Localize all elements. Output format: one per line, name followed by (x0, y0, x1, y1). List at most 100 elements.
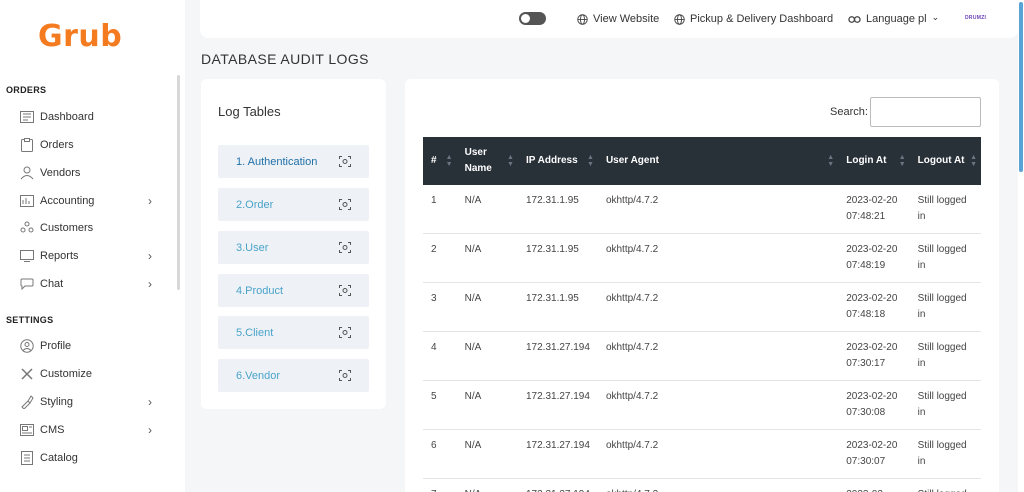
cell-user-name: N/A (456, 185, 518, 234)
cell-number: 4 (423, 331, 457, 381)
sidebar-item-dashboard[interactable]: Dashboard (20, 107, 160, 127)
sort-icon: ▲ ▼ (587, 154, 594, 168)
table-row: 6 N/A 172.31.27.194 okhttp/4.7.2 2023-02… (423, 429, 981, 479)
sort-icon: ▲ ▼ (445, 154, 453, 168)
sidebar-item-label: CMS (40, 424, 65, 436)
cell-number: 1 (423, 185, 457, 234)
logo-text: Grub (38, 18, 123, 54)
log-tables-card: Log Tables 1. Authentication 2.Order 3.U… (201, 79, 386, 409)
log-table-user[interactable]: 3.User (218, 231, 369, 264)
log-tables-title: Log Tables (218, 104, 281, 119)
column-header-user-name[interactable]: User Name ▲ ▼ (464, 147, 514, 174)
view-icon (339, 327, 351, 338)
sort-icon: ▲ ▼ (507, 154, 514, 168)
sidebar-item-cms[interactable]: CMS › (20, 420, 160, 440)
cell-logout-at: Still logged in (909, 429, 981, 479)
sidebar-item-label: Customize (40, 368, 92, 380)
dashboard-icon (20, 110, 34, 124)
sidebar-item-customers[interactable]: Customers (20, 218, 160, 238)
sidebar-item-label: Accounting (40, 195, 95, 207)
section-title-settings: SETTINGS (6, 315, 54, 325)
page-scrollbar[interactable] (1018, 0, 1024, 492)
cell-ip-address: 172.31.1.95 (517, 185, 598, 234)
cms-icon (20, 423, 34, 437)
view-icon (339, 242, 351, 253)
log-table-label: 1. Authentication (236, 155, 318, 168)
cell-user-name: N/A (456, 478, 518, 492)
cell-number: 7 (423, 478, 457, 492)
column-header-number[interactable]: # ▲ ▼ (431, 154, 453, 168)
search-input[interactable] (870, 97, 981, 127)
column-header-ip-address[interactable]: IP Address ▲ ▼ (525, 154, 594, 168)
language-icon (848, 15, 861, 23)
column-header-logout-at[interactable]: Logout At ▲ ▼ (917, 154, 977, 168)
cell-user-name: N/A (456, 282, 518, 332)
cell-user-agent: okhttp/4.7.2 (597, 478, 839, 492)
cell-ip-address: 172.31.1.95 (517, 282, 598, 332)
search-label: Search: (830, 106, 868, 118)
view-website-link[interactable]: View Website (577, 12, 659, 26)
cell-ip-address: 172.31.27.194 (517, 331, 598, 381)
sidebar-item-chat[interactable]: Chat › (20, 274, 160, 294)
cell-user-agent: okhttp/4.7.2 (597, 331, 839, 381)
sidebar-item-label: Reports (40, 250, 79, 262)
cell-user-agent: okhttp/4.7.2 (597, 429, 839, 479)
log-table-authentication[interactable]: 1. Authentication (218, 145, 369, 178)
language-label: Language pl (866, 13, 927, 25)
cell-logout-at: Still logged in (909, 185, 981, 234)
sort-icon: ▲ ▼ (827, 154, 835, 168)
cell-user-agent: okhttp/4.7.2 (597, 185, 839, 234)
page-scrollbar-thumb[interactable] (1019, 2, 1023, 172)
reports-icon (20, 249, 34, 263)
view-icon (339, 156, 351, 167)
chevron-down-icon: ⌄ (931, 11, 940, 22)
cell-login-at: 2023-02-20 07:30:17 (838, 331, 910, 381)
grub-logo[interactable]: Grub (38, 16, 122, 56)
cell-user-agent: okhttp/4.7.2 (597, 282, 839, 332)
cell-user-name: N/A (456, 233, 518, 283)
table-header-row: # ▲ ▼ User Name ▲ ▼ IP Address ▲ ▼ User Agent ▲… (423, 137, 981, 185)
sidebar-item-styling[interactable]: Styling › (20, 392, 160, 412)
customers-icon (20, 221, 34, 235)
sort-icon: ▲ ▼ (898, 154, 906, 168)
log-table-label: 2.Order (236, 198, 274, 211)
log-table-label: 3.User (236, 241, 269, 254)
catalog-icon (20, 451, 34, 465)
sidebar: Grub ORDERS Dashboard Orders Vendors Acc… (0, 0, 185, 492)
sidebar-item-orders[interactable]: Orders (20, 135, 160, 155)
table-row: 4 N/A 172.31.27.194 okhttp/4.7.2 2023-02… (423, 331, 981, 381)
sidebar-item-accounting[interactable]: Accounting › (20, 191, 160, 211)
chevron-right-icon: › (148, 277, 152, 291)
sidebar-item-reports[interactable]: Reports › (20, 246, 160, 266)
column-header-user-agent[interactable]: User Agent ▲ ▼ (605, 154, 835, 168)
language-selector[interactable]: Language pl ⌄ (848, 12, 939, 26)
log-table-vendor[interactable]: 6.Vendor (218, 359, 369, 392)
page-title: DATABASE AUDIT LOGS (201, 51, 369, 67)
cell-login-at: 2023-02-20 07:48:18 (838, 282, 910, 332)
cell-ip-address: 172.31.1.95 (517, 233, 598, 283)
sidebar-item-profile[interactable]: Profile (20, 336, 160, 356)
cell-number: 6 (423, 429, 457, 479)
chevron-right-icon: › (148, 395, 152, 409)
vendors-icon (20, 166, 34, 180)
sidebar-item-customize[interactable]: Customize (20, 364, 160, 384)
theme-toggle[interactable] (519, 12, 546, 25)
sidebar-item-catalog[interactable]: Catalog (20, 448, 160, 468)
cell-login-at: 2023-02- (838, 478, 910, 492)
sidebar-item-label: Chat (40, 278, 64, 290)
log-table-product[interactable]: 4.Product (218, 274, 369, 307)
pickup-delivery-dashboard-link[interactable]: Pickup & Delivery Dashboard (674, 12, 833, 26)
sidebar-item-label: Orders (40, 139, 74, 151)
sidebar-item-label: Dashboard (40, 111, 94, 123)
log-table-order[interactable]: 2.Order (218, 188, 369, 221)
sidebar-item-vendors[interactable]: Vendors (20, 163, 160, 183)
log-table-client[interactable]: 5.Client (218, 316, 369, 349)
user-menu[interactable]: DRUMZI (965, 15, 987, 21)
cell-login-at: 2023-02-20 07:48:19 (838, 233, 910, 283)
chat-icon (20, 277, 34, 291)
sidebar-scrollbar[interactable] (177, 75, 180, 290)
sidebar-item-label: Styling (40, 396, 74, 408)
column-header-login-at[interactable]: Login At ▲ ▼ (846, 154, 906, 168)
table-row: 5 N/A 172.31.27.194 okhttp/4.7.2 2023-02… (423, 380, 981, 430)
view-icon (339, 199, 351, 210)
